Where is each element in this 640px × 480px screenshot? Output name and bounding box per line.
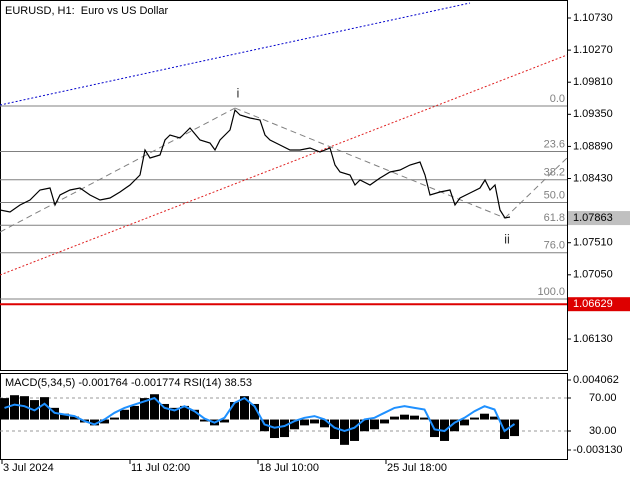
fib-label: 50.0 bbox=[544, 189, 565, 201]
macd-bar bbox=[90, 419, 99, 426]
macd-bar bbox=[20, 396, 29, 420]
macd-bar bbox=[410, 415, 419, 420]
macd-bar bbox=[360, 419, 369, 432]
macd-bar bbox=[280, 419, 289, 438]
macd-bar bbox=[10, 395, 19, 420]
macd-bar bbox=[230, 402, 239, 420]
macd-bar bbox=[190, 409, 199, 420]
y-tick-label: 1.06130 bbox=[573, 333, 613, 345]
main-panel bbox=[0, 0, 568, 371]
price-line bbox=[0, 108, 511, 219]
y-tick-label: -0.003130 bbox=[573, 444, 623, 456]
x-tick-label: 11 Jul 02:00 bbox=[131, 462, 190, 474]
trend-line bbox=[504, 157, 568, 219]
macd-bar bbox=[160, 403, 169, 420]
macd-bar bbox=[290, 419, 299, 430]
fib-label: 0.0 bbox=[550, 93, 565, 105]
y-tick-label: 1.09810 bbox=[573, 76, 613, 88]
macd-bar bbox=[110, 417, 119, 420]
trend-line bbox=[0, 2, 471, 106]
macd-bar bbox=[370, 419, 379, 430]
macd-bar bbox=[220, 419, 229, 423]
x-tick-label: 18 Jul 10:00 bbox=[259, 462, 319, 474]
macd-bar bbox=[490, 416, 499, 420]
macd-bar bbox=[300, 419, 309, 426]
y-tick-label: 1.08430 bbox=[573, 172, 613, 184]
trend-line bbox=[0, 107, 236, 233]
y-tick-label: 1.08890 bbox=[573, 140, 613, 152]
macd-bar bbox=[350, 419, 359, 441]
macd-bar bbox=[460, 419, 469, 426]
macd-bar bbox=[340, 419, 349, 445]
macd-bar bbox=[330, 419, 339, 440]
alert-tag bbox=[568, 297, 630, 312]
macd-bar bbox=[390, 416, 399, 420]
alert-label: 1.06629 bbox=[573, 298, 613, 310]
last-price-label: 1.07863 bbox=[573, 212, 613, 224]
fib-label: 38.2 bbox=[544, 167, 565, 179]
x-tick-label: 3 Jul 2024 bbox=[3, 462, 54, 474]
rsi-line bbox=[4, 396, 516, 433]
fib-label: 100.0 bbox=[537, 286, 565, 298]
macd-bar bbox=[170, 407, 179, 420]
fib-label: 76.0 bbox=[544, 240, 565, 252]
y-tick-label: 1.10270 bbox=[573, 44, 613, 56]
macd-bar bbox=[400, 414, 409, 420]
macd-bar bbox=[140, 398, 149, 420]
macd-bar bbox=[130, 405, 139, 420]
y2-tick-label: 30.00 bbox=[589, 425, 617, 437]
macd-bar bbox=[0, 398, 9, 420]
macd-bar bbox=[150, 394, 159, 420]
y-tick-label: 0.004062 bbox=[573, 374, 619, 386]
macd-bar bbox=[120, 409, 129, 420]
macd-bar bbox=[60, 413, 69, 420]
indicator-title: MACD(5,34,5) -0.001764 -0.001774 RSI(14)… bbox=[5, 377, 252, 389]
macd-bar bbox=[70, 416, 79, 420]
macd-bar bbox=[250, 403, 259, 420]
macd-bar bbox=[200, 419, 209, 422]
wave-label: ii bbox=[504, 231, 510, 246]
macd-bar bbox=[380, 419, 389, 424]
y-tick-label: 1.10730 bbox=[573, 12, 613, 24]
wave-label: i bbox=[237, 85, 240, 100]
macd-bar bbox=[240, 396, 249, 420]
macd-bar bbox=[420, 417, 429, 420]
macd-bar bbox=[100, 419, 109, 424]
x-tick-label: 25 Jul 18:00 bbox=[387, 462, 447, 474]
macd-bar bbox=[510, 419, 519, 437]
y-tick-label: 1.07050 bbox=[573, 269, 613, 281]
macd-bar bbox=[270, 419, 279, 439]
chart-title: EURUSD, H1: Euro vs US Dollar bbox=[5, 5, 169, 17]
macd-bar bbox=[180, 405, 189, 420]
trend-line bbox=[234, 107, 506, 219]
macd-bar bbox=[310, 419, 319, 424]
macd-bar bbox=[470, 417, 479, 420]
y-tick-label: 1.09350 bbox=[573, 108, 613, 120]
y-tick-label: 1.07510 bbox=[573, 237, 613, 249]
macd-bar bbox=[40, 397, 49, 420]
fib-label: 61.8 bbox=[544, 212, 565, 224]
macd-bar bbox=[450, 419, 459, 432]
macd-bar bbox=[320, 419, 329, 428]
fib-label: 23.6 bbox=[544, 138, 565, 150]
trend-line bbox=[0, 54, 568, 276]
y2-tick-label: 70.00 bbox=[589, 392, 617, 404]
macd-bar bbox=[480, 413, 489, 420]
last-price-tag bbox=[568, 211, 630, 226]
